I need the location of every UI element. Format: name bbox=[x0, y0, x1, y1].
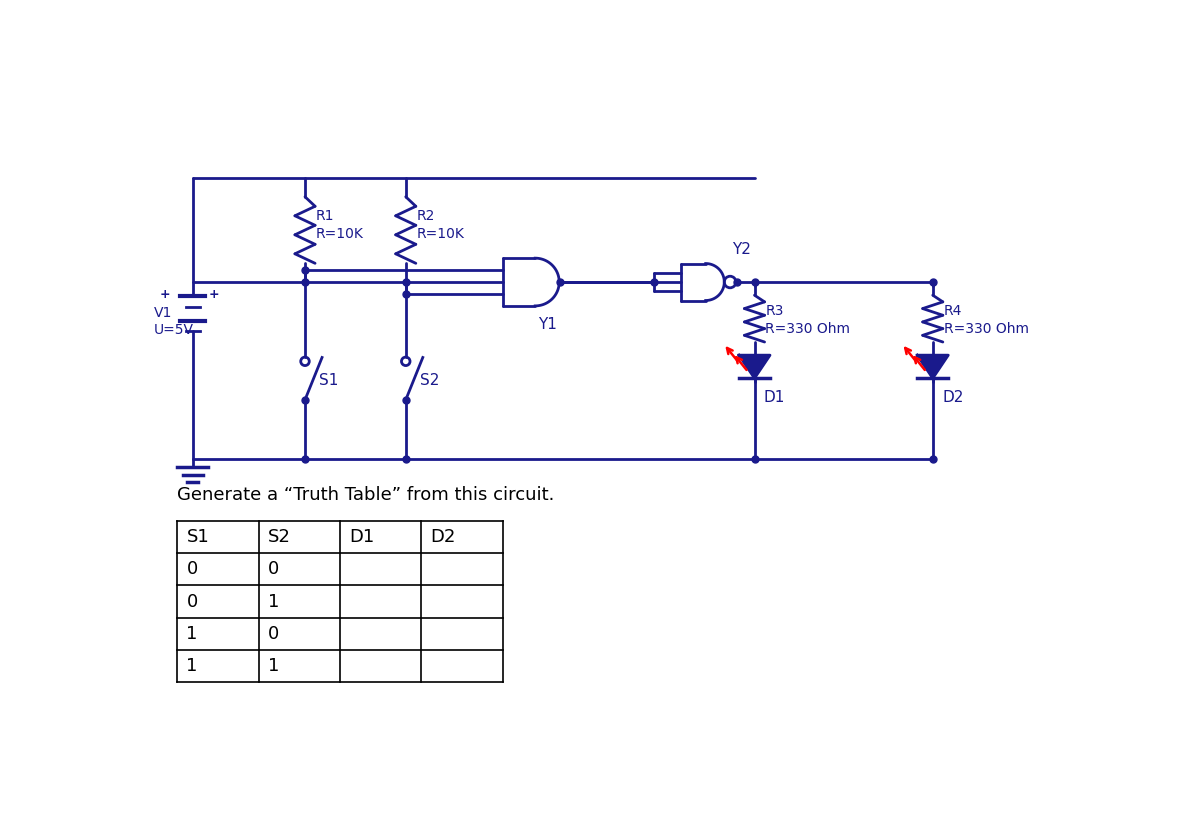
Text: +: + bbox=[160, 288, 170, 301]
Text: D2: D2 bbox=[942, 390, 964, 405]
Text: 0: 0 bbox=[268, 560, 280, 579]
Text: 0: 0 bbox=[186, 560, 198, 579]
Text: R1: R1 bbox=[316, 209, 335, 223]
Text: R=10K: R=10K bbox=[416, 227, 464, 241]
Text: R=330 Ohm: R=330 Ohm bbox=[943, 322, 1028, 336]
Text: U=5V: U=5V bbox=[154, 323, 194, 337]
Text: 1: 1 bbox=[268, 593, 280, 611]
Text: +: + bbox=[208, 288, 218, 301]
Text: R=330 Ohm: R=330 Ohm bbox=[766, 322, 851, 336]
Text: D1: D1 bbox=[763, 390, 785, 405]
Polygon shape bbox=[917, 356, 948, 379]
Text: 1: 1 bbox=[186, 658, 198, 675]
Text: 0: 0 bbox=[186, 593, 198, 611]
Text: R4: R4 bbox=[943, 304, 962, 318]
Text: S1: S1 bbox=[319, 373, 338, 388]
Text: S2: S2 bbox=[420, 373, 439, 388]
Text: Y2: Y2 bbox=[732, 243, 751, 258]
Text: 0: 0 bbox=[268, 625, 280, 643]
Polygon shape bbox=[739, 356, 770, 379]
Text: R2: R2 bbox=[416, 209, 434, 223]
Text: R3: R3 bbox=[766, 304, 784, 318]
Text: 1: 1 bbox=[268, 658, 280, 675]
Text: Generate a “Truth Table” from this circuit.: Generate a “Truth Table” from this circu… bbox=[178, 486, 554, 504]
Text: S2: S2 bbox=[268, 528, 290, 546]
Text: V1: V1 bbox=[154, 306, 173, 320]
Text: Y1: Y1 bbox=[538, 317, 557, 332]
Text: R=10K: R=10K bbox=[316, 227, 364, 241]
Text: D1: D1 bbox=[349, 528, 374, 546]
Text: S1: S1 bbox=[186, 528, 209, 546]
Text: D2: D2 bbox=[431, 528, 456, 546]
Text: 1: 1 bbox=[186, 625, 198, 643]
